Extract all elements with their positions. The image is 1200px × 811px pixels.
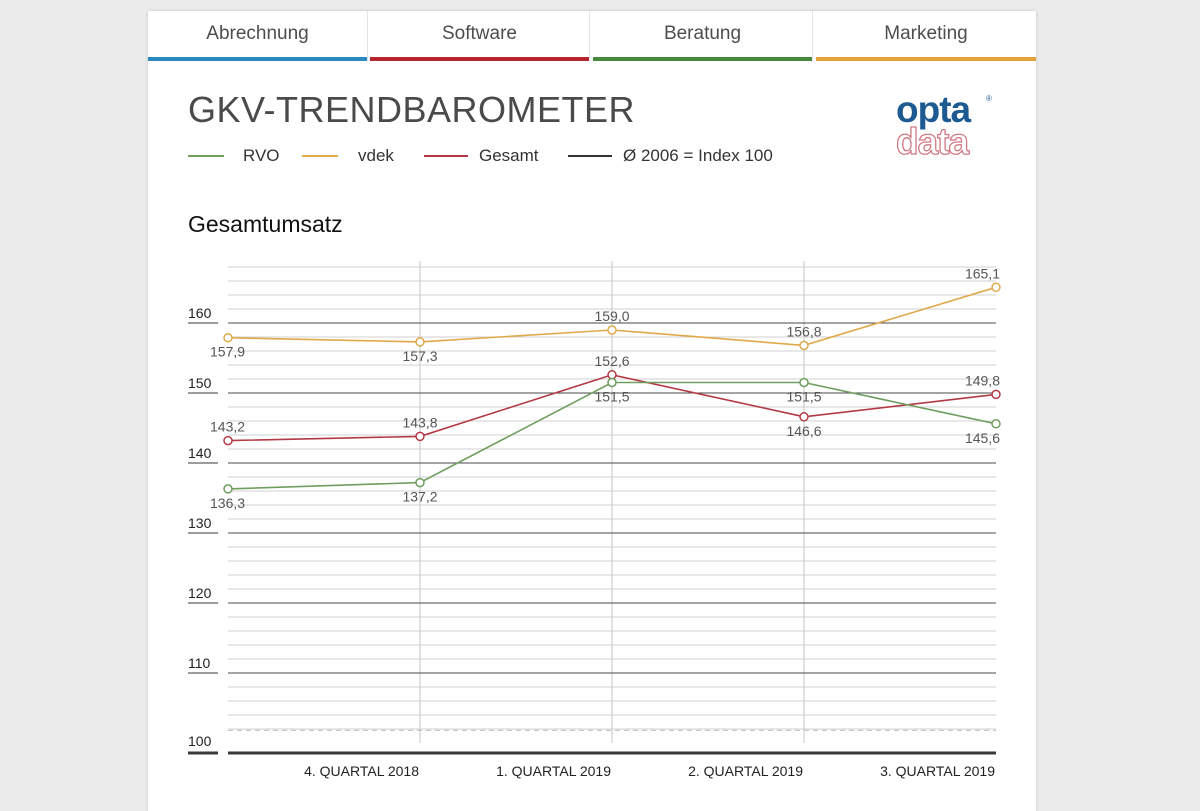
y-tick-label: 160	[188, 305, 212, 321]
x-tick-label: 4. QUARTAL 2018	[304, 763, 419, 779]
tab-software-underline	[370, 57, 589, 61]
data-point-gesamt	[799, 412, 809, 422]
data-point-gesamt	[991, 389, 1001, 400]
tab-beratung[interactable]: Beratung	[593, 11, 813, 61]
tab-beratung-label: Beratung	[663, 23, 742, 44]
legend-label-rvo: RVO	[243, 146, 280, 165]
data-label-rvo: 151,5	[786, 389, 821, 405]
tab-beratung-underline	[593, 57, 812, 61]
data-label-gesamt: 143,2	[210, 419, 245, 435]
data-point-vdek	[415, 337, 425, 347]
optadata-logo: opta ® data	[895, 89, 996, 162]
logo-text-data: data	[895, 121, 969, 162]
legend-label-index: Ø 2006 = Index 100	[623, 146, 773, 165]
data-point-vdek	[607, 325, 617, 335]
tab-abrechnung[interactable]: Abrechnung	[148, 11, 368, 61]
data-point-vdek	[991, 282, 1001, 293]
data-point-rvo	[607, 377, 617, 388]
data-label-vdek: 156,8	[786, 323, 821, 339]
y-tick-label: 120	[188, 585, 212, 601]
data-point-gesamt	[415, 431, 425, 442]
y-tick-label: 100	[188, 733, 212, 749]
legend-label-gesamt: Gesamt	[479, 146, 539, 165]
data-label-vdek: 157,9	[210, 344, 245, 360]
data-label-gesamt: 146,6	[786, 423, 821, 439]
data-point-rvo	[223, 484, 233, 494]
data-label-rvo: 145,6	[965, 430, 1000, 446]
tab-software[interactable]: Software	[370, 11, 590, 61]
data-point-gesamt	[223, 435, 233, 446]
logo-text-opta: opta	[896, 89, 971, 130]
data-label-rvo: 136,3	[210, 495, 245, 511]
tab-marketing-label: Marketing	[884, 23, 968, 44]
data-label-gesamt: 149,8	[965, 372, 1000, 388]
data-label-vdek: 159,0	[594, 308, 629, 324]
tab-abrechnung-underline	[148, 57, 367, 61]
y-tick-label: 140	[188, 445, 212, 461]
data-point-rvo	[991, 419, 1001, 429]
data-point-gesamt	[607, 370, 617, 380]
tab-software-label: Software	[442, 23, 517, 44]
y-tick-label: 110	[188, 655, 211, 671]
data-point-vdek	[223, 332, 233, 343]
data-point-rvo	[415, 477, 425, 488]
data-label-rvo: 151,5	[594, 389, 629, 405]
data-label-vdek: 157,3	[402, 348, 437, 364]
tab-marketing[interactable]: Marketing	[816, 11, 1036, 61]
legend-label-vdek: vdek	[358, 146, 394, 165]
chart-title: Gesamtumsatz	[188, 211, 343, 237]
legend-swatch-vdek	[302, 155, 338, 157]
data-label-gesamt: 143,8	[402, 414, 437, 430]
logo-registered-mark: ®	[986, 94, 992, 103]
x-tick-label: 2. QUARTAL 2019	[688, 763, 803, 779]
y-tick-label: 150	[188, 375, 212, 391]
data-point-rvo	[799, 377, 809, 388]
x-tick-label: 1. QUARTAL 2019	[496, 763, 611, 779]
tab-marketing-underline	[816, 57, 1036, 61]
data-label-vdek: 165,1	[965, 265, 1000, 281]
tab-abrechnung-label: Abrechnung	[206, 23, 309, 44]
data-point-vdek	[799, 340, 809, 351]
data-label-gesamt: 152,6	[594, 353, 629, 369]
y-tick-label: 130	[188, 515, 212, 531]
line-chart: 100 110 120 130 140 150 160 4. QUARTAL 2018 1. Q…	[188, 261, 1001, 779]
data-label-rvo: 137,2	[402, 489, 437, 505]
legend-swatch-gesamt	[424, 155, 468, 157]
legend-swatch-rvo	[188, 155, 224, 157]
trendbarometer-card: Abrechnung Software Beratung Marketing G…	[148, 11, 1036, 811]
x-tick-label: 3. QUARTAL 2019	[880, 763, 995, 779]
page-title: GKV-TRENDBAROMETER	[188, 89, 636, 130]
category-tabs: Abrechnung Software Beratung Marketing	[148, 11, 1036, 61]
legend-swatch-index	[568, 155, 612, 157]
